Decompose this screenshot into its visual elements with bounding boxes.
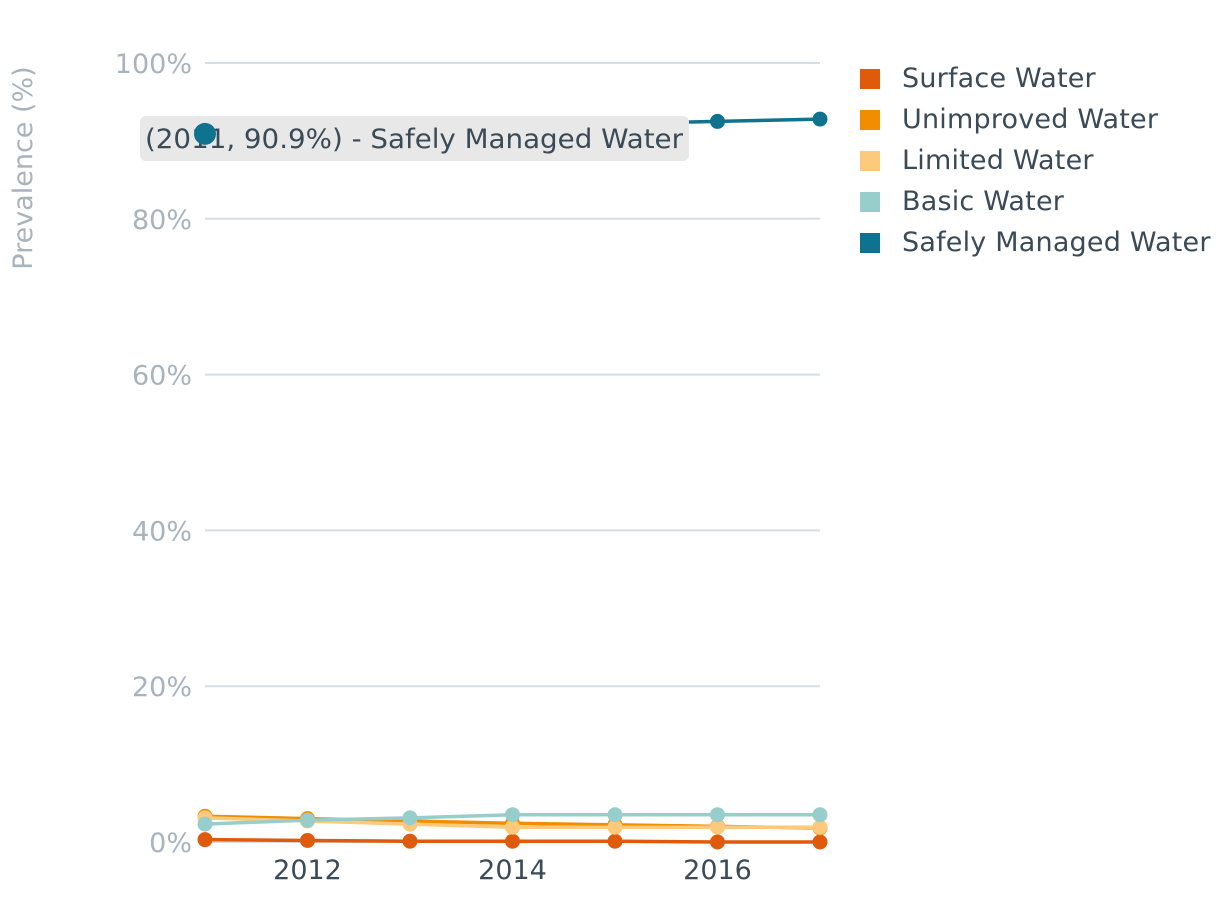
legend-label: Unimproved Water xyxy=(902,104,1159,135)
data-point xyxy=(812,807,828,823)
x-tick-label: 2012 xyxy=(273,855,342,886)
x-tick-label: 2014 xyxy=(478,855,547,886)
data-point xyxy=(300,832,315,848)
legend-item[interactable]: Surface Water xyxy=(860,58,1211,99)
legend-item[interactable]: Safely Managed Water xyxy=(860,222,1211,263)
y-tick-label: 80% xyxy=(132,205,192,236)
y-tick-label: 20% xyxy=(132,672,192,703)
legend-swatch xyxy=(860,191,880,212)
y-tick-label: 0% xyxy=(149,828,192,859)
data-point xyxy=(710,819,725,835)
legend-label: Safely Managed Water xyxy=(902,227,1211,258)
legend-item[interactable]: Basic Water xyxy=(860,181,1211,222)
legend-label: Basic Water xyxy=(902,186,1065,217)
legend-swatch xyxy=(860,232,880,253)
data-point xyxy=(812,834,828,850)
data-point xyxy=(607,807,623,823)
data-point xyxy=(812,819,828,835)
data-point xyxy=(505,819,520,835)
legend-label: Surface Water xyxy=(902,63,1096,94)
data-point xyxy=(710,834,725,850)
data-point xyxy=(402,833,418,849)
data-point xyxy=(607,833,623,849)
data-point xyxy=(505,833,520,849)
y-tick-label: 60% xyxy=(132,361,192,392)
highlighted-point xyxy=(194,122,216,145)
series-surface-water xyxy=(197,832,828,850)
data-point xyxy=(197,816,213,832)
data-point xyxy=(197,832,213,848)
y-tick-label: 40% xyxy=(132,516,192,547)
y-axis-label: Prevalence (%) xyxy=(8,66,39,269)
legend-swatch xyxy=(860,109,880,130)
line-chart: Prevalence (%) 0% 20% 40% 60% 80% 100% 2012 20… xyxy=(8,49,828,886)
x-tick-label: 2016 xyxy=(683,855,752,886)
data-point xyxy=(402,810,418,826)
legend-swatch xyxy=(860,150,880,171)
tooltip-box xyxy=(140,116,689,161)
data-point xyxy=(710,807,725,823)
legend-item[interactable]: Unimproved Water xyxy=(860,99,1211,140)
legend-item[interactable]: Limited Water xyxy=(860,140,1211,181)
y-tick-label: 100% xyxy=(115,49,192,80)
series-basic-water xyxy=(197,807,828,832)
tooltip-text: (2011, 90.9%) - Safely Managed Water xyxy=(145,124,684,155)
data-point xyxy=(710,113,725,129)
data-point xyxy=(505,807,520,823)
legend: Surface Water Unimproved Water Limited Wat… xyxy=(860,58,1211,263)
legend-swatch xyxy=(860,68,880,89)
data-point xyxy=(607,819,623,835)
data-point xyxy=(300,812,315,828)
legend-label: Limited Water xyxy=(902,145,1094,176)
data-point xyxy=(812,111,828,127)
